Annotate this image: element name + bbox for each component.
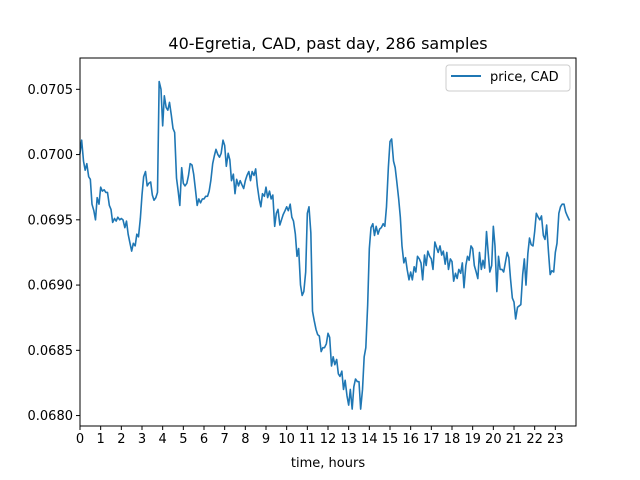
x-tick-label: 16 — [402, 432, 419, 447]
legend-box — [445, 64, 571, 92]
plot-frame — [79, 57, 577, 427]
x-tick-label: 23 — [547, 432, 564, 447]
y-tick-label: 0.0695 — [28, 213, 74, 228]
x-tick-label: 1 — [97, 432, 105, 447]
x-tick-label: 14 — [361, 432, 378, 447]
x-tick-label: 22 — [526, 432, 543, 447]
plot-area — [79, 80, 571, 410]
x-tick-label: 11 — [299, 432, 316, 447]
y-tick-label: 0.0700 — [28, 148, 74, 163]
y-tick-label: 0.0705 — [28, 83, 74, 98]
y-tick-label: 0.0690 — [28, 279, 74, 294]
x-tick-label: 21 — [506, 432, 523, 447]
x-tick-label: 12 — [320, 432, 337, 447]
legend: price, CAD — [445, 64, 571, 92]
x-tick-label: 8 — [241, 432, 249, 447]
y-tick-label: 0.0685 — [28, 344, 74, 359]
x-tick-label: 9 — [262, 432, 270, 447]
chart-title: 40-Egretia, CAD, past day, 286 samples — [168, 34, 487, 53]
x-tick-label: 20 — [485, 432, 502, 447]
x-tick-label: 4 — [159, 432, 167, 447]
x-tick-label: 19 — [464, 432, 481, 447]
x-tick-label: 3 — [138, 432, 146, 447]
x-tick-label: 7 — [221, 432, 229, 447]
series-line-0 — [79, 80, 571, 410]
x-tick-label: 18 — [444, 432, 461, 447]
x-tick-label: 2 — [117, 432, 125, 447]
x-tick-label: 5 — [179, 432, 187, 447]
x-axis-label: time, hours — [291, 456, 365, 471]
x-tick-label: 17 — [423, 432, 440, 447]
y-tick-label: 0.0680 — [28, 409, 74, 424]
x-tick-label: 10 — [278, 432, 295, 447]
x-tick-label: 15 — [382, 432, 399, 447]
legend-label-price: price, CAD — [490, 70, 559, 85]
x-tick-label: 13 — [340, 432, 357, 447]
x-tick-label: 0 — [76, 432, 84, 447]
x-tick-label: 6 — [200, 432, 208, 447]
y-axis: 0.0680 0.0685 0.0690 0.0695 0.0700 0.0705 — [28, 83, 80, 424]
x-axis: 0 1 2 3 4 5 6 7 8 9 10 11 12 13 14 15 16 17 18 19 20 21 22 23 — [76, 426, 564, 447]
